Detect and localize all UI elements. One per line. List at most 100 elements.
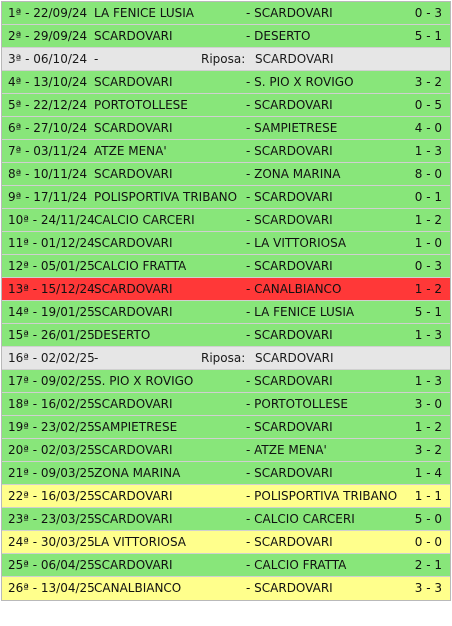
home-team: SCARDOVARI [94, 558, 173, 572]
round-date: 2ª - 29/09/24 [8, 29, 88, 43]
match-row: 12ª - 05/01/25 CALCIO FRATTA - SCARDOVARI 0… [2, 255, 450, 278]
score: 0 - 3 [414, 6, 442, 20]
match-row: 21ª - 09/03/25 ZONA MARINA - SCARDOVARI 1 -… [2, 462, 450, 485]
home-team: POLISPORTIVA TRIBANO [94, 190, 238, 204]
round-date: 9ª - 17/11/24 [8, 190, 88, 204]
match-row: 11ª - 01/12/24 SCARDOVARI - LA VITTORIOSA 1… [2, 232, 450, 255]
home-team: SCARDOVARI [94, 443, 173, 457]
match-row: 26ª - 13/04/25 CANALBIANCO - SCARDOVARI 3 -… [2, 577, 450, 600]
home-team: LA FENICE LUSIA [94, 6, 194, 20]
away-team: - CALCIO CARCERI [246, 512, 355, 526]
score: 3 - 3 [414, 581, 442, 595]
score: 3 - 2 [414, 75, 442, 89]
away-team: - POLISPORTIVA TRIBANO [246, 489, 398, 503]
match-row: 6ª - 27/10/24 SCARDOVARI - SAMPIETRESE 4 - … [2, 117, 450, 140]
score: 5 - 1 [414, 29, 442, 43]
home-team: SCARDOVARI [94, 75, 173, 89]
score: 0 - 1 [414, 190, 442, 204]
home-team: CALCIO FRATTA [94, 259, 187, 273]
round-date: 10ª - 24/11/24 [8, 213, 95, 227]
away-team: - ATZE MENA' [246, 443, 327, 457]
round-date: 26ª - 13/04/25 [8, 581, 95, 595]
round-date: 18ª - 16/02/25 [8, 397, 95, 411]
score: 0 - 0 [414, 535, 442, 549]
match-row: 5ª - 22/12/24 PORTOTOLLESE - SCARDOVARI 0 -… [2, 94, 450, 117]
score: 1 - 4 [414, 466, 442, 480]
match-row: 25ª - 06/04/25 SCARDOVARI - CALCIO FRATTA 2… [2, 554, 450, 577]
rest-row: 3ª - 06/10/24- Riposa: SCARDOVARI [2, 48, 450, 71]
away-team: - SCARDOVARI [246, 259, 333, 273]
score: 1 - 0 [414, 236, 442, 250]
score: 1 - 3 [414, 328, 442, 342]
match-row: 24ª - 30/03/25 LA VITTORIOSA - SCARDOVARI 0… [2, 531, 450, 554]
home-team: SCARDOVARI [94, 282, 173, 296]
away-team: - CALCIO FRATTA [246, 558, 347, 572]
match-row: 4ª - 13/10/24 SCARDOVARI - S. PIO X ROVIGO… [2, 71, 450, 94]
match-schedule-table: 1ª - 22/09/24 LA FENICE LUSIA - SCARDOVARI… [1, 1, 451, 601]
match-row: 23ª - 23/03/25 SCARDOVARI - CALCIO CARCERI… [2, 508, 450, 531]
score: 5 - 1 [414, 305, 442, 319]
away-team: - SCARDOVARI [246, 535, 333, 549]
match-row: 2ª - 29/09/24 SCARDOVARI - DESERTO 5 - 1 [2, 25, 450, 48]
round-date: 23ª - 23/03/25 [8, 512, 95, 526]
round-date: 8ª - 10/11/24 [8, 167, 88, 181]
away-team: - LA VITTORIOSA [246, 236, 347, 250]
round-date: 7ª - 03/11/24 [8, 144, 88, 158]
match-row: 10ª - 24/11/24 CALCIO CARCERI - SCARDOVARI… [2, 209, 450, 232]
round-date: 21ª - 09/03/25 [8, 466, 95, 480]
match-row: 8ª - 10/11/24 SCARDOVARI - ZONA MARINA 8 - … [2, 163, 450, 186]
round-date: 20ª - 02/03/25 [8, 443, 95, 457]
round-date: 11ª - 01/12/24 [8, 236, 95, 250]
away-team: - SCARDOVARI [246, 374, 333, 388]
round-date: 13ª - 15/12/24 [8, 282, 95, 296]
home-team: SCARDOVARI [94, 167, 173, 181]
score: 3 - 0 [414, 397, 442, 411]
round-date: 22ª - 16/03/25 [8, 489, 95, 503]
score: 1 - 3 [414, 374, 442, 388]
away-team: - LA FENICE LUSIA [246, 305, 355, 319]
round-date: 24ª - 30/03/25 [8, 535, 95, 549]
match-row: 18ª - 16/02/25 SCARDOVARI - PORTOTOLLESE 3 … [2, 393, 450, 416]
rest-label: Riposa: [201, 351, 246, 365]
away-team: - SCARDOVARI [246, 581, 333, 595]
match-row: 19ª - 23/02/25 SAMPIETRESE - SCARDOVARI 1 -… [2, 416, 450, 439]
round-date: 15ª - 26/01/25 [8, 328, 95, 342]
home-team: SCARDOVARI [94, 305, 173, 319]
home-team: PORTOTOLLESE [94, 98, 188, 112]
home-team: SAMPIETRESE [94, 420, 178, 434]
round-date: 25ª - 06/04/25 [8, 558, 95, 572]
away-team: - SCARDOVARI [246, 420, 333, 434]
away-team: - CANALBIANCO [246, 282, 342, 296]
home-team: LA VITTORIOSA [94, 535, 186, 549]
score: 1 - 2 [414, 420, 442, 434]
match-row: 13ª - 15/12/24 SCARDOVARI - CANALBIANCO 1 -… [2, 278, 450, 301]
score: 0 - 3 [414, 259, 442, 273]
away-team: - DESERTO [246, 29, 311, 43]
score: 1 - 3 [414, 144, 442, 158]
home-team: SCARDOVARI [94, 397, 173, 411]
home-team: SCARDOVARI [94, 512, 173, 526]
away-team: - SCARDOVARI [246, 98, 333, 112]
home-team: ATZE MENA' [94, 144, 167, 158]
score: 2 - 1 [414, 558, 442, 572]
home-team: CALCIO CARCERI [94, 213, 195, 227]
home-team: SCARDOVARI [94, 121, 173, 135]
home-team: S. PIO X ROVIGO [94, 374, 194, 388]
score: 5 - 0 [414, 512, 442, 526]
away-team: - SCARDOVARI [246, 466, 333, 480]
rest-row: 16ª - 02/02/25- Riposa: SCARDOVARI [2, 347, 450, 370]
home-team: SCARDOVARI [94, 489, 173, 503]
rest-label: Riposa: [201, 52, 246, 66]
match-row: 22ª - 16/03/25 SCARDOVARI - POLISPORTIVA T… [2, 485, 450, 508]
round-date: 3ª - 06/10/24 [8, 52, 88, 66]
round-date: 12ª - 05/01/25 [8, 259, 95, 273]
score: 1 - 2 [414, 213, 442, 227]
score: 3 - 2 [414, 443, 442, 457]
round-date: 17ª - 09/02/25 [8, 374, 95, 388]
rest-team: SCARDOVARI [255, 52, 334, 66]
away-team: - ZONA MARINA [246, 167, 341, 181]
score: 8 - 0 [414, 167, 442, 181]
away-team: - SCARDOVARI [246, 144, 333, 158]
round-date: 5ª - 22/12/24 [8, 98, 88, 112]
match-row: 1ª - 22/09/24 LA FENICE LUSIA - SCARDOVARI… [2, 2, 450, 25]
